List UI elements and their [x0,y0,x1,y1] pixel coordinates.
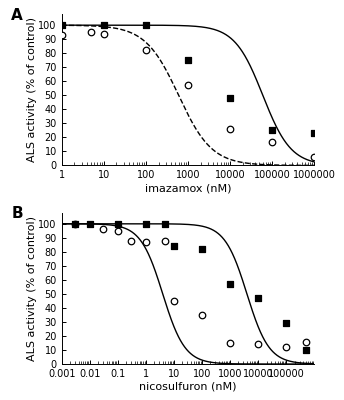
Point [101,30,107,37]
Text: A: A [11,8,23,23]
Point [303,347,309,353]
Point [59,32,64,38]
Point [185,57,191,64]
Point [227,95,233,101]
Point [72,220,78,227]
Point [199,312,205,318]
Point [115,228,120,234]
Point [171,298,177,304]
Point [101,22,107,28]
X-axis label: nicosulfuron (nM): nicosulfuron (nM) [139,382,237,392]
Point [283,344,289,350]
Point [163,237,168,244]
Point [269,127,275,134]
Point [72,220,78,227]
Point [87,220,93,227]
Point [115,220,120,227]
Point [269,138,275,145]
Point [100,226,106,232]
Point [227,126,233,132]
Text: B: B [11,206,23,222]
Point [143,239,149,245]
Y-axis label: ALS activity (% of control): ALS activity (% of control) [27,216,37,361]
Point [311,130,317,136]
Point [227,281,233,287]
Point [128,237,134,244]
X-axis label: imazamox (nM): imazamox (nM) [145,183,231,193]
Point [59,22,64,28]
Point [199,246,205,252]
Point [255,295,261,301]
Point [171,243,177,250]
Y-axis label: ALS activity (% of control): ALS activity (% of control) [27,17,37,162]
Point [311,154,317,160]
Point [163,220,168,227]
Point [143,22,149,28]
Point [283,320,289,326]
Point [227,340,233,346]
Point [185,82,191,89]
Point [255,341,261,348]
Point [143,47,149,54]
Point [88,29,94,35]
Point [303,338,309,345]
Point [143,220,149,227]
